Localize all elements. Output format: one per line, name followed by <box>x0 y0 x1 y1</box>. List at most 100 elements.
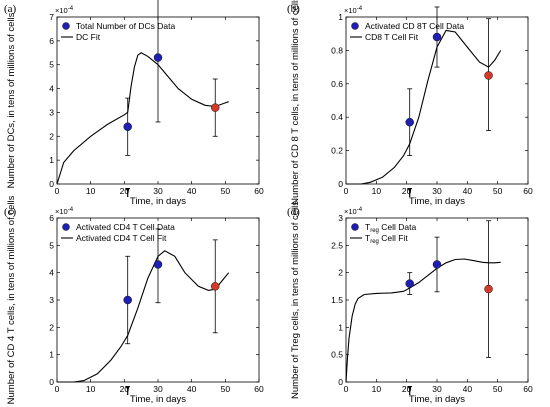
x-tick-label: 60 <box>254 186 264 196</box>
x-tick-label: 40 <box>187 384 197 394</box>
y-tick-label: 2 <box>338 268 343 278</box>
y-axis-label: Number of Treg cells, in tens of million… <box>290 201 301 399</box>
y-tick-label: 4 <box>49 268 54 278</box>
fit-line-segment-1 <box>127 52 229 113</box>
y-multiplier: ×10-4 <box>344 207 363 216</box>
y-tick-label: 1 <box>338 12 343 22</box>
data-point-2 <box>484 284 493 294</box>
y-multiplier-exp: -4 <box>357 6 363 12</box>
chart-panel-a: (a) 0 10 20 30 40 50 60 0 1 2 3 4 5 6 7×10-4 Time, in da… <box>4 0 264 207</box>
arrow-down-icon <box>407 188 413 192</box>
x-tick-label: 50 <box>221 384 231 394</box>
x-tick-label: 50 <box>221 186 231 196</box>
legend-entry-fit: Treg Cell Fit <box>365 233 408 245</box>
y-tick-label: 5 <box>49 60 54 70</box>
y-tick-label: 1 <box>49 155 54 165</box>
legend-sub: reg <box>370 239 379 245</box>
x-tick-label: 20 <box>402 384 412 394</box>
y-tick-label: 0.2 <box>331 146 343 156</box>
x-tick-label: 50 <box>493 186 503 196</box>
y-multiplier-exp: -4 <box>357 207 363 213</box>
y-tick-label: 2.5 <box>331 240 343 250</box>
chart-panel-b: (b) 0 10 20 30 40 50 60 0 0.2 0.4 0.6 0.8 1×10-4 Time,… <box>287 0 533 207</box>
legend-entry-fit: CD8 T Cell Fit <box>365 32 419 42</box>
x-tick-label: 0 <box>55 186 60 196</box>
x-tick-label: 60 <box>523 384 533 394</box>
y-multiplier-exp: -4 <box>68 6 74 12</box>
y-axis-label: Number of DCs, in tens of millions of ce… <box>6 12 17 188</box>
data-point-2 <box>484 71 493 80</box>
arrow-down-icon <box>407 386 413 390</box>
y-axis-label: Number of CD 4 T cells, in tens of milli… <box>6 195 17 404</box>
y-axis-label: Number of CD 8 T cells, in tens of milli… <box>290 0 301 205</box>
y-multiplier: ×10-4 <box>55 6 74 15</box>
legend-rest: Cell Fit <box>379 233 408 243</box>
x-tick-label: 30 <box>432 186 442 196</box>
y-tick-label: 0 <box>338 377 343 387</box>
x-tick-label: 20 <box>120 186 130 196</box>
data-point-1 <box>432 260 442 269</box>
data-point-1 <box>153 260 163 269</box>
legend-sub: reg <box>370 228 379 234</box>
data-point-2 <box>210 103 220 112</box>
y-tick-label: 1 <box>49 350 54 360</box>
legend-t: T <box>365 222 370 232</box>
y-tick-label: 0 <box>49 377 54 387</box>
y-tick-label: 0 <box>49 179 54 189</box>
y-multiplier-base: ×10 <box>55 207 68 216</box>
y-multiplier-exp: -4 <box>68 207 74 213</box>
y-tick-label: 3 <box>49 295 54 305</box>
fit-line-segment-0 <box>345 258 501 383</box>
y-multiplier: ×10-4 <box>55 207 74 216</box>
legend-rest: Cell Data <box>379 222 417 232</box>
x-tick-label: 20 <box>120 384 130 394</box>
y-tick-label: 0 <box>338 179 343 189</box>
x-tick-label: 30 <box>432 384 442 394</box>
legend-marker <box>351 22 359 30</box>
panel-label: (c) <box>4 206 17 218</box>
legend-entry-data: Total Number of DCs Data <box>76 21 175 31</box>
data-point-0 <box>405 117 414 127</box>
arrow-down-icon <box>125 386 131 390</box>
x-tick-label: 30 <box>153 186 163 196</box>
y-tick-label: 3 <box>49 107 54 117</box>
legend-entry-fit: DC Fit <box>76 32 101 42</box>
x-axis-label: Time, in days <box>409 196 465 207</box>
panel-label: (d) <box>287 206 300 218</box>
x-tick-label: 10 <box>372 186 382 196</box>
legend-entry-data: Treg Cell Data <box>365 222 416 234</box>
y-tick-label: 2 <box>49 322 54 332</box>
y-tick-label: 3 <box>338 213 343 223</box>
x-tick-label: 40 <box>463 384 473 394</box>
y-tick-label: 0.4 <box>331 112 343 122</box>
y-multiplier-base: ×10 <box>344 6 357 15</box>
legend-entry-fit: Activated CD4 T Cell Fit <box>76 233 167 243</box>
y-tick-label: 1 <box>338 322 343 332</box>
legend-marker <box>62 22 70 30</box>
y-multiplier-base: ×10 <box>344 207 357 216</box>
y-tick-label: 6 <box>49 36 54 46</box>
legend-t: T <box>365 233 370 243</box>
x-tick-label: 30 <box>153 384 163 394</box>
fit-line-segment-0 <box>57 250 230 383</box>
fit-line-segment-0 <box>346 29 502 185</box>
x-tick-label: 10 <box>86 186 96 196</box>
x-tick-label: 0 <box>55 384 60 394</box>
panel-label: (b) <box>287 3 300 15</box>
x-tick-label: 50 <box>493 384 503 394</box>
data-point-0 <box>405 279 414 288</box>
y-multiplier: ×10-4 <box>344 6 363 15</box>
y-tick-label: 2 <box>49 131 54 141</box>
data-point-0 <box>123 122 132 131</box>
x-axis-label: Time, in days <box>409 394 465 405</box>
legend-entry-data: Activated CD 8T Cell Data <box>365 21 464 31</box>
data-point-1 <box>153 53 163 62</box>
arrow-down-icon <box>125 188 131 192</box>
y-tick-label: 5 <box>49 240 54 250</box>
x-tick-label: 0 <box>344 384 349 394</box>
